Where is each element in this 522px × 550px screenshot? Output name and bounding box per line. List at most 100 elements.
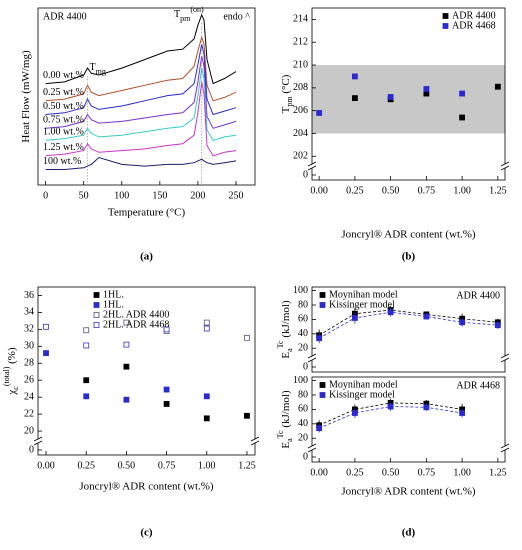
label-part: T <box>280 106 292 113</box>
point <box>494 83 501 90</box>
axis-break-gap <box>35 439 41 443</box>
label-part: (on) <box>190 5 204 14</box>
y-tick-label: 80 <box>298 389 308 400</box>
x-tick-label: 1.25 <box>489 185 507 196</box>
point <box>316 110 323 116</box>
y-axis-label: EaTc (kJ/mol) <box>276 300 294 359</box>
point <box>83 327 90 334</box>
point <box>423 313 430 320</box>
panel-title: ADR 4468 <box>456 380 500 391</box>
y-tick-label: 208 <box>293 82 308 93</box>
x-tick-label: 0.75 <box>418 467 436 478</box>
point <box>83 393 90 400</box>
annotation: Tmg <box>89 62 105 76</box>
label-part: pm <box>180 14 191 23</box>
axis-break-gap <box>502 164 508 168</box>
x-tick-label: 100 <box>114 190 129 201</box>
axis-break-mark <box>500 447 510 453</box>
x-tick-label: 0.50 <box>382 185 400 196</box>
legend-marker <box>93 292 100 298</box>
x-tick-label: 1.00 <box>453 467 471 478</box>
y-axis-label: Tpm (°C) <box>280 74 295 113</box>
point <box>163 326 170 333</box>
point <box>387 309 394 316</box>
y-tick-label: 0 <box>29 444 34 455</box>
x-tick-label: 1.25 <box>238 460 256 471</box>
y-tick-label: 0 <box>303 451 308 462</box>
curve <box>45 67 237 141</box>
legend-label: ADR 4468 <box>452 20 496 31</box>
panel-note: endo ^ <box>223 11 250 22</box>
x-tick-label: 1.25 <box>489 467 507 478</box>
y-tick-label: 26 <box>24 375 34 386</box>
curve <box>45 156 237 170</box>
legend-label: Moynihan model <box>329 289 398 300</box>
label-part: T <box>89 62 95 73</box>
y-tick-label: 206 <box>293 105 308 116</box>
point <box>43 350 49 357</box>
y-tick-label: 202 <box>293 151 308 162</box>
axis-break-mark <box>500 443 510 449</box>
y-tick-label: 40 <box>298 418 308 429</box>
point <box>351 95 358 102</box>
y-tick-label: 80 <box>298 299 308 310</box>
legend-marker <box>319 302 326 308</box>
point <box>83 342 90 349</box>
legend-label: Moynihan model <box>329 379 398 390</box>
axis-break-mark <box>307 447 317 453</box>
axis-break-gap <box>309 164 315 168</box>
x-tick-label: 0.75 <box>418 185 436 196</box>
legend-marker <box>93 302 100 308</box>
axis-break-mark <box>500 353 510 359</box>
label-part: pm <box>285 96 294 107</box>
point <box>351 73 358 80</box>
y-tick-label: 36 <box>24 290 34 301</box>
label-part: (total) <box>2 366 11 386</box>
label-part: a <box>285 348 294 352</box>
label-part: χ <box>6 390 18 396</box>
point <box>494 322 501 329</box>
label-part: E <box>280 352 292 359</box>
plot-frame <box>37 7 256 186</box>
curve-label: 0.25 wt.% <box>43 87 84 98</box>
panel-caption: (b) <box>402 251 416 263</box>
label-part: Tc <box>276 340 285 348</box>
y-tick-label: 0 <box>303 169 308 180</box>
curve-label: 100 wt.% <box>43 156 81 167</box>
y-tick-label: 60 <box>298 404 308 415</box>
axis-break-mark <box>500 161 510 167</box>
legend-label: 2HL. ADR 4400 <box>103 309 169 320</box>
axis-break-mark <box>500 165 510 171</box>
point <box>163 401 170 407</box>
point <box>123 341 130 348</box>
plot-frame <box>311 286 506 373</box>
panel-caption: (d) <box>402 527 416 539</box>
label-part: (kJ/mol) <box>280 390 292 430</box>
y-tick-label: 60 <box>298 314 308 325</box>
point <box>244 334 250 341</box>
legend-label: 2HL. ADR 4468 <box>103 319 169 330</box>
x-axis-label: Temperature (°C) <box>108 207 186 219</box>
y-tick-label: 32 <box>24 324 34 335</box>
y-tick-label: 212 <box>293 37 308 48</box>
plot-frame <box>37 286 256 456</box>
legend-marker <box>319 382 326 388</box>
curve-label: 0.00 wt.% <box>43 70 84 81</box>
label-part: Tc <box>276 430 285 438</box>
curve-label: 0.50 wt.% <box>43 101 84 112</box>
x-tick-label: 1.00 <box>198 460 216 471</box>
point <box>459 319 466 326</box>
curve <box>45 13 237 85</box>
point <box>203 393 210 400</box>
axis-break-mark <box>33 436 43 442</box>
x-tick-label: 150 <box>152 190 167 201</box>
point <box>423 86 430 92</box>
point <box>83 377 90 384</box>
x-tick-label: 0.00 <box>310 467 328 478</box>
label-part: mg <box>96 67 106 76</box>
fit-curve <box>318 311 498 339</box>
point <box>123 319 130 326</box>
panel-caption: (c) <box>140 527 153 539</box>
y-axis-label: EaTc (kJ/mol) <box>276 390 294 449</box>
